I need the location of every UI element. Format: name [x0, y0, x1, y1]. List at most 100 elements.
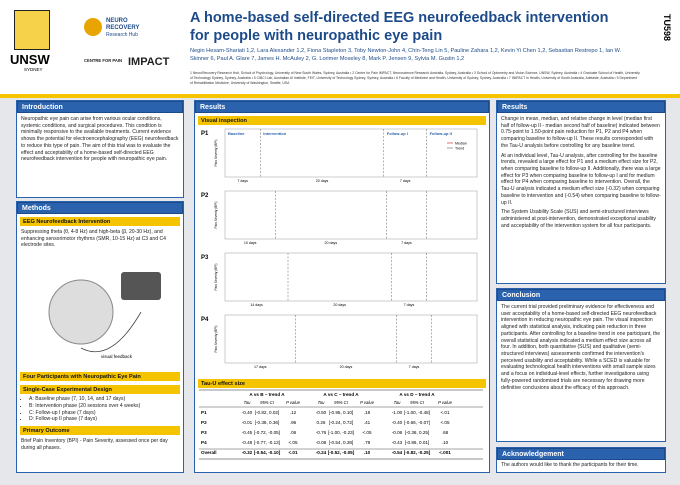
legend-label: Median [455, 142, 467, 146]
logo-text: RECOVERY [106, 25, 140, 31]
table-cell: [-0.38, 0.36] [255, 420, 280, 425]
paragraph: The current trial provided preliminary e… [501, 304, 661, 391]
column-header: 95% CI [410, 400, 425, 405]
table-cell: Overall [201, 450, 217, 455]
method-figure: visual feedback [48, 272, 161, 359]
list-item: C: Follow-up I phase (7 days) [29, 410, 183, 417]
table-cell: -0.40 [392, 420, 403, 425]
section-heading: Conclusion [497, 289, 665, 301]
head-illustration [48, 279, 114, 345]
paragraph: Change in mean, median, and relative cha… [501, 116, 660, 149]
paragraph: Neuropathic eye pain can arise from vari… [21, 116, 179, 163]
table-cell: -0.76 [316, 430, 327, 435]
unsw-crest [14, 10, 50, 50]
phase-duration: 14 days [250, 303, 263, 307]
phase-duration: 7 days [400, 179, 411, 183]
subheading: EEG Neurofeedback Intervention [20, 217, 180, 226]
logo-text: Research Hub [106, 32, 138, 38]
table-cell: [-0.95, 0.10] [329, 410, 354, 415]
legend-label: Trend [455, 147, 464, 151]
column-header: P value [286, 400, 300, 405]
phase-duration: 7 days [237, 179, 248, 183]
section-heading: Results [497, 101, 665, 113]
logo-text: SYDNEY [24, 67, 43, 72]
table-cell: -0.50 [316, 410, 327, 415]
table-cell: -0.54 [392, 450, 403, 455]
panel-label: P1 [201, 131, 209, 137]
table-cell: [-0.82, 0.02] [255, 410, 280, 415]
phase-label: Follow-up I [387, 131, 408, 136]
column-header: P value [438, 400, 452, 405]
table-cell: [-0.54, 0.38] [329, 440, 354, 445]
title: A home-based self-directed EEG neurofeed… [190, 10, 609, 45]
header: UNSW SYDNEY NEURO RECOVERY Research Hub … [0, 0, 680, 94]
ack-box: Acknowledgement The authors would like t… [496, 447, 666, 473]
table-cell: .78 [364, 440, 371, 445]
subheading: Visual inspection [198, 116, 486, 125]
phase-duration: 20 days [316, 179, 329, 183]
divider [0, 94, 680, 98]
column-header: Tau [394, 400, 402, 405]
table-cell: [-0.82, -0.25] [404, 450, 431, 455]
section-heading: Introduction [17, 101, 183, 113]
table-cell: [-0.86, 0.01] [405, 440, 430, 445]
device-illustration [121, 272, 161, 301]
group-header: A vs B – trend A [249, 392, 285, 397]
table-cell: [-0.66, -0.07] [404, 420, 430, 425]
table-cell: P1 [201, 410, 207, 415]
axis-label: Pain Severity (BPI) [214, 140, 218, 167]
table-cell: [-0.36, 0.25] [405, 430, 430, 435]
phase-duration: 7 days [401, 241, 412, 245]
panel-frame [224, 190, 478, 240]
panel-label: P2 [201, 193, 209, 199]
table-cell: [-0.72, -0.05] [254, 430, 280, 435]
logo-text: UNSW [10, 52, 50, 67]
panel-frame [224, 314, 478, 364]
section-heading: Methods [17, 202, 183, 214]
phase-duration: 7 days [409, 365, 420, 369]
table-cell: -0.48 [242, 440, 253, 445]
table-cell: .68 [442, 430, 449, 435]
table-cell: [-0.24, 0.72] [329, 420, 354, 425]
paragraph: Brief Pain Inventory (BPI) - Pain Severi… [21, 438, 168, 451]
results-box: Results Visual inspection P1 Pain Severit… [194, 100, 490, 473]
panel-label: P4 [201, 317, 209, 323]
figure-label: visual feedback [101, 354, 133, 359]
group-header: A vs D – trend A [399, 392, 435, 397]
table-cell: <.01 [440, 410, 450, 415]
table-cell: .10 [442, 440, 449, 445]
table-cell: [-0.52, -0.05] [328, 450, 355, 455]
list-item: A: Baseline phase (7, 10, 14, and 17 day… [29, 396, 183, 403]
phase-label: Follow-up II [430, 131, 452, 136]
table-cell: <.001 [439, 450, 451, 455]
panel-label: P3 [201, 255, 209, 261]
table-cell: .41 [364, 420, 371, 425]
affiliations: 1 NeuroRecovery Research Hub, School of … [190, 71, 640, 85]
table-cell: -0.24 [316, 450, 327, 455]
table-cell: -0.43 [392, 440, 403, 445]
subheading: Tau-U effect size [198, 379, 486, 388]
table-cell: <.05 [440, 420, 450, 425]
table-cell: [-1.00, -0.23] [328, 430, 354, 435]
section-heading: Results [195, 101, 489, 113]
paragraph: The authors would like to thank the part… [501, 462, 639, 468]
phase-label: Baseline [228, 131, 245, 136]
list-item: B: Intervention phase (20 sessions over … [29, 403, 183, 410]
results-text-box: Results Change in mean, median, and rela… [496, 100, 666, 284]
table-cell: -0.45 [242, 430, 253, 435]
subheading: Four Participants with Neuropathic Eye P… [20, 372, 180, 382]
table-cell: .18 [364, 410, 371, 415]
intro-box: Introduction Neuropathic eye pain can ar… [16, 100, 184, 198]
column-header: Tau [244, 400, 252, 405]
panel-frame [224, 252, 478, 302]
phase-duration: 20 days [325, 241, 338, 245]
table-cell: [-0.54, -0.10] [254, 450, 281, 455]
table-cell: -0.40 [242, 410, 253, 415]
poster-id: TU598 [662, 14, 672, 42]
table-cell: <.01 [288, 450, 298, 455]
table-cell: -1.00 [392, 410, 403, 415]
axis-label: Pain Severity (BPI) [214, 326, 218, 353]
group-header: A vs C – trend A [323, 392, 359, 397]
section-heading: Acknowledgement [497, 448, 665, 460]
